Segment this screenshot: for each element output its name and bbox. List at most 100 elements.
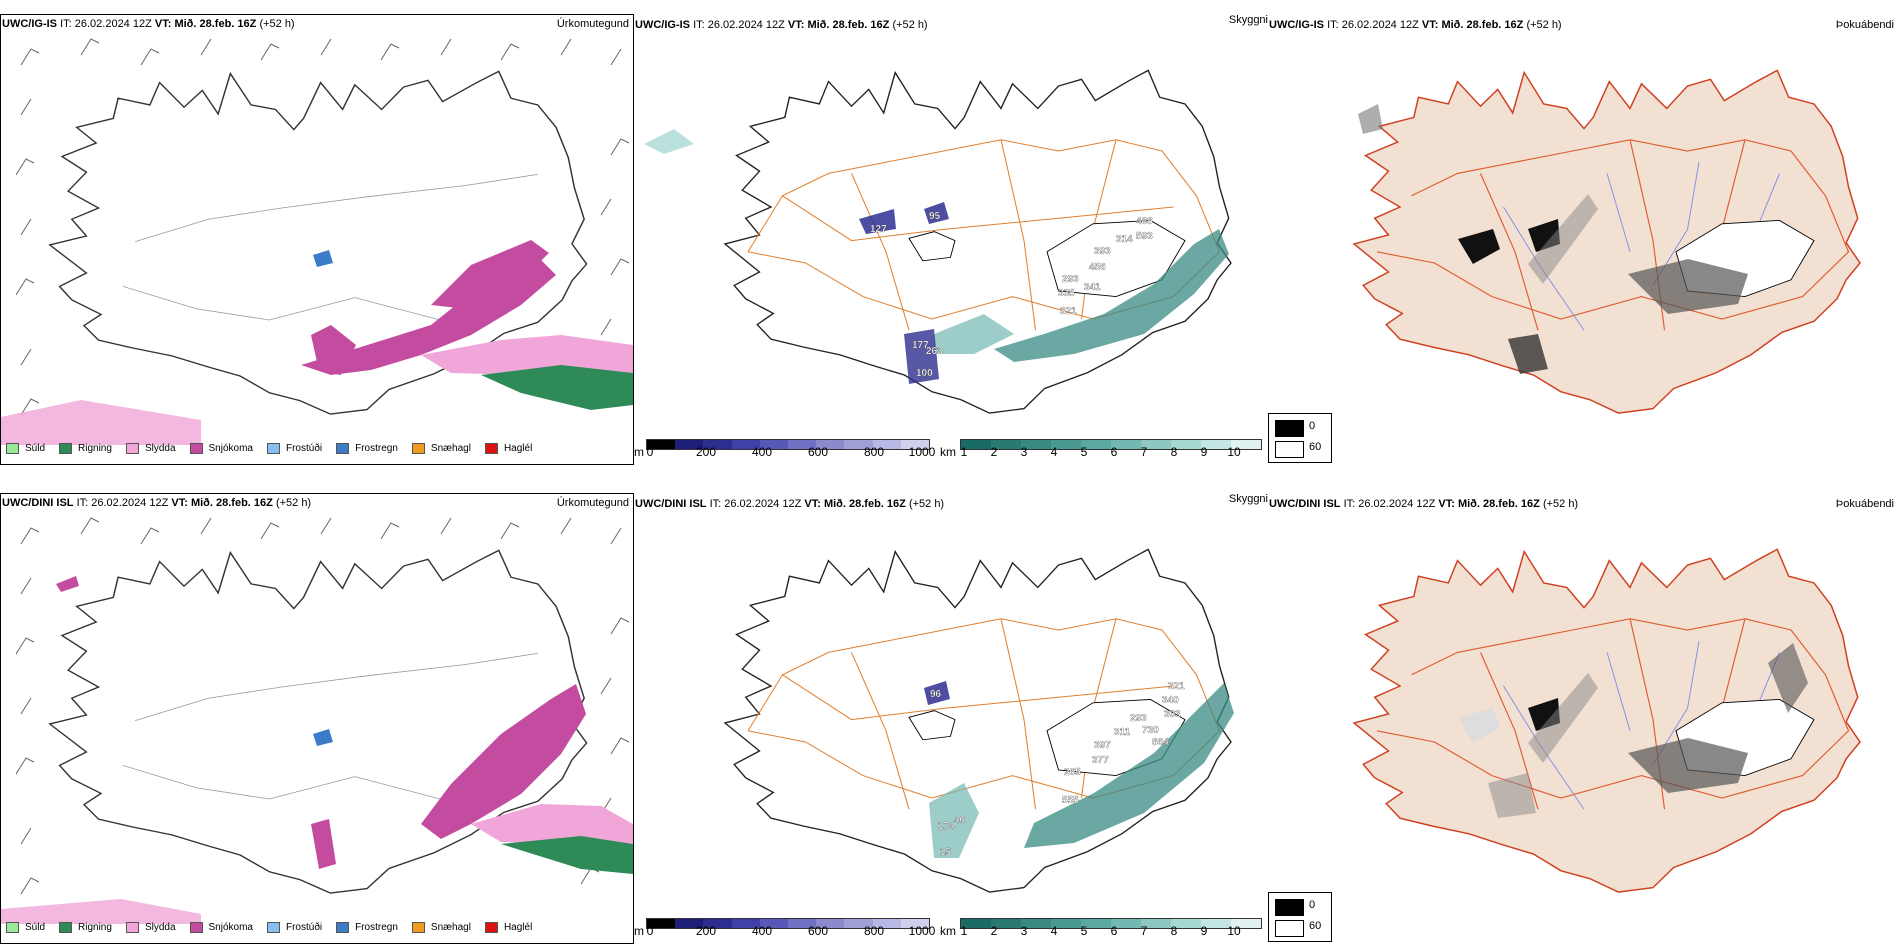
legend-swatch	[484, 922, 498, 933]
legend-swatch	[125, 922, 139, 933]
legend-item: Snæhagl	[411, 443, 471, 454]
ceiling-label: 730	[1142, 725, 1159, 736]
model-name: UWC/DINI ISL	[2, 497, 74, 509]
legend-label: Frostregn	[355, 922, 398, 933]
visibility-map: 127 95 393 456 293 335 341 321 314 593 4…	[644, 69, 1232, 414]
ceiling-tick: 800	[863, 924, 885, 938]
visibility-tick: 8	[1170, 445, 1178, 459]
legend-item: Frostregn	[336, 443, 398, 454]
ceiling-tick: 400	[751, 445, 773, 459]
ceiling-label: 341	[1084, 282, 1101, 293]
ceiling-label: 40	[954, 815, 966, 826]
legend-item: Frostregn	[336, 922, 398, 933]
fog-moderate	[1508, 334, 1548, 374]
colorbar-segment	[675, 919, 704, 928]
low-visibility-area	[644, 129, 694, 154]
low-ceiling-area	[859, 209, 896, 234]
ceiling-label: 456	[1089, 262, 1106, 273]
low-ceiling-area	[924, 202, 949, 224]
low-ceiling-area	[904, 329, 939, 384]
colorbar-segment	[816, 919, 845, 928]
panel-title: Úrkomutegund	[556, 18, 629, 30]
colorbar-segment	[703, 919, 732, 928]
freezing-rain-area	[313, 250, 333, 267]
vt-value: Mið. 28.feb. 16Z	[823, 498, 906, 510]
visibility-tick: 8	[1170, 924, 1178, 938]
precip-type-map	[1, 517, 633, 924]
it-label: IT:	[60, 18, 72, 30]
sleet-area	[1, 400, 201, 445]
ceiling-label: 293	[1130, 713, 1147, 724]
model-name: UWC/DINI ISL	[635, 498, 707, 510]
colorbar-segment	[1111, 440, 1141, 449]
it-label: IT:	[1343, 498, 1356, 510]
visibility-tick: 4	[1050, 445, 1058, 459]
vt-value: Mið. 28.feb. 16Z	[807, 19, 890, 31]
precip-legend: Súld Rigning Slydda Snjókoma Frostúði Fr…	[6, 922, 546, 933]
sleet-area	[1, 899, 201, 924]
ceiling-label: 864	[1152, 737, 1169, 748]
vt-value: Mið. 28.feb. 16Z	[190, 497, 273, 509]
colorbar-segment	[647, 440, 676, 449]
colorbar-segment	[900, 440, 929, 449]
legend-label: Rigning	[78, 922, 112, 933]
model-name: UWC/IG-IS	[635, 19, 690, 31]
legend-swatch	[411, 443, 425, 454]
lead-time: (+52 h)	[259, 18, 295, 30]
fog-swatch	[1275, 420, 1304, 437]
legend-item: Frostúði	[266, 922, 322, 933]
visibility-colorbar-fill	[960, 918, 1262, 929]
colorbar-segment	[900, 919, 929, 928]
colorbar-segment	[1231, 440, 1261, 449]
vt-value: Mið. 28.feb. 16Z	[1441, 19, 1524, 31]
precip-type-map	[1, 38, 633, 445]
visibility-tick: 6	[1110, 445, 1118, 459]
colorbar-segment	[961, 440, 991, 449]
colorbar-segment	[1081, 440, 1111, 449]
ceiling-label: 95	[929, 211, 941, 222]
visibility-panel-row2: UWC/DINI ISL IT: 26.02.2024 12Z VT: Mið.…	[634, 493, 1268, 944]
colorbar-segment	[1201, 440, 1231, 449]
fog-legend-label: 60	[1309, 441, 1322, 453]
colorbar-segment	[788, 440, 817, 449]
visibility-colorbar: km 1 2 3 4 5 6 7 8 9 10	[940, 439, 1268, 463]
ceiling-labels: 127 95 393 456 293 335 341 321 314 593 4…	[870, 211, 1153, 379]
visibility-tick: 5	[1080, 445, 1088, 459]
ceiling-tick: 200	[695, 924, 717, 938]
legend-item: Rigning	[59, 922, 112, 933]
snow-area	[311, 819, 336, 869]
legend-item: Rigning	[59, 443, 112, 454]
panel-header: UWC/IG-IS IT: 26.02.2024 12Z VT: Mið. 28…	[1269, 19, 1562, 31]
fog-legend-label: 60	[1309, 920, 1322, 932]
fog-legend-label: 0	[1309, 420, 1316, 432]
colorbar-segment	[731, 919, 760, 928]
ceiling-label: 314	[1116, 234, 1133, 245]
ceiling-label: 174	[938, 821, 955, 832]
colorbar-segment	[1051, 919, 1081, 928]
visibility-unit: km	[940, 445, 956, 459]
visibility-tick: 10	[1227, 445, 1241, 459]
legend-label: Snæhagl	[430, 922, 471, 933]
legend-item: Frostúði	[266, 443, 323, 454]
visibility-tick: 1	[960, 924, 968, 938]
visibility-tick: 5	[1080, 924, 1088, 938]
legend-item: Snæhagl	[411, 922, 471, 933]
ceiling-colorbar-fill	[646, 439, 930, 450]
ceiling-label: 15	[940, 847, 952, 858]
fog-legend: 0 60	[1268, 413, 1332, 463]
panel-title: Skyggni	[1228, 14, 1268, 26]
ceiling-tick: 600	[807, 445, 829, 459]
panel-title: Þokuábendi	[1835, 19, 1894, 31]
colorbar-segment	[788, 919, 817, 928]
ceiling-unit: m	[634, 924, 644, 938]
colorbar-segment	[844, 440, 873, 449]
low-visibility-area	[994, 229, 1229, 362]
visibility-tick: 4	[1050, 924, 1058, 938]
ceiling-label: 593	[1136, 231, 1153, 242]
ceiling-colorbar: m 0 200 400 600 800 1000	[634, 439, 935, 463]
colorbar-segment	[961, 919, 991, 928]
fog-swatch	[1275, 920, 1304, 937]
colorbar-segment	[1201, 919, 1231, 928]
legend-swatch	[59, 443, 73, 454]
legend-label: Frostúði	[285, 443, 323, 454]
